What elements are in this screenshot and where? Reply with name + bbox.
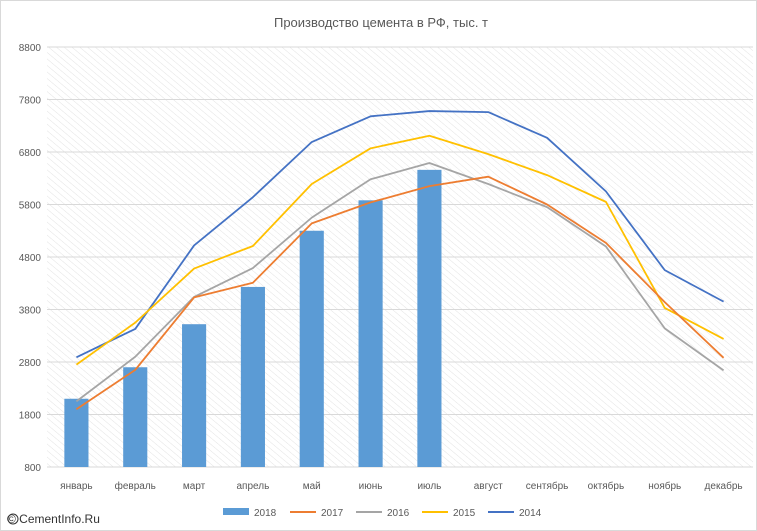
legend-label-2015: 2015 (453, 508, 476, 519)
legend-label-2014: 2014 (519, 508, 542, 519)
x-tick-label: август (474, 481, 503, 492)
legend-label-2018: 2018 (254, 508, 277, 519)
bar-2018-0 (64, 398, 89, 467)
y-tick-label: 2800 (19, 358, 42, 369)
y-axis-ticks: 800 1800 2800 3800 4800 5800 6800 7800 8800 (19, 43, 42, 474)
x-tick-label: июль (417, 481, 441, 492)
y-tick-label: 4800 (19, 253, 42, 264)
x-tick-label: февраль (115, 480, 156, 492)
chart-title: Производство цемента в РФ, тыс. т (274, 15, 488, 30)
x-tick-label: декабрь (705, 480, 743, 492)
bar-2018-1 (123, 367, 148, 467)
line-series-2014 (76, 110, 725, 359)
legend-swatch-2018 (223, 508, 249, 515)
bar-2018-3 (240, 286, 265, 467)
x-tick-label: март (183, 481, 206, 492)
grid-lines (47, 46, 753, 468)
legend: 2018 2017 2016 2015 2014 (223, 508, 542, 519)
line-series-2016 (75, 162, 725, 403)
y-tick-label: 8800 (19, 43, 42, 54)
bar-2018-6 (417, 169, 442, 467)
bar-series (64, 169, 442, 468)
x-tick-label: апрель (237, 481, 270, 492)
watermark-text: © CementInfo.Ru (7, 512, 100, 526)
y-tick-label: 5800 (19, 201, 42, 212)
watermark: © CementInfo.Ru (7, 512, 100, 526)
y-tick-label: 1800 (19, 411, 42, 422)
y-tick-label: 800 (24, 463, 41, 474)
line-series-2017 (75, 175, 725, 410)
legend-label-2017: 2017 (321, 508, 344, 519)
y-tick-label: 3800 (19, 306, 42, 317)
x-tick-label: май (303, 481, 321, 492)
line-series-2015 (75, 134, 725, 366)
line-series (75, 110, 725, 410)
bar-2018-5 (358, 200, 383, 468)
y-tick-label: 6800 (19, 148, 42, 159)
legend-label-2016: 2016 (387, 508, 410, 519)
x-tick-label: январь (60, 481, 92, 492)
x-tick-label: ноябрь (648, 480, 681, 492)
copyright-circle (7, 513, 19, 525)
x-axis-ticks: январь февраль март апрель май июнь июль август… (60, 480, 742, 492)
bar-2018-4 (299, 230, 324, 467)
x-tick-label: сентябрь (526, 480, 569, 492)
y-tick-label: 7800 (19, 96, 42, 107)
bar-2018-2 (182, 324, 207, 467)
x-tick-label: октябрь (588, 480, 625, 492)
x-tick-label: июнь (359, 481, 383, 492)
